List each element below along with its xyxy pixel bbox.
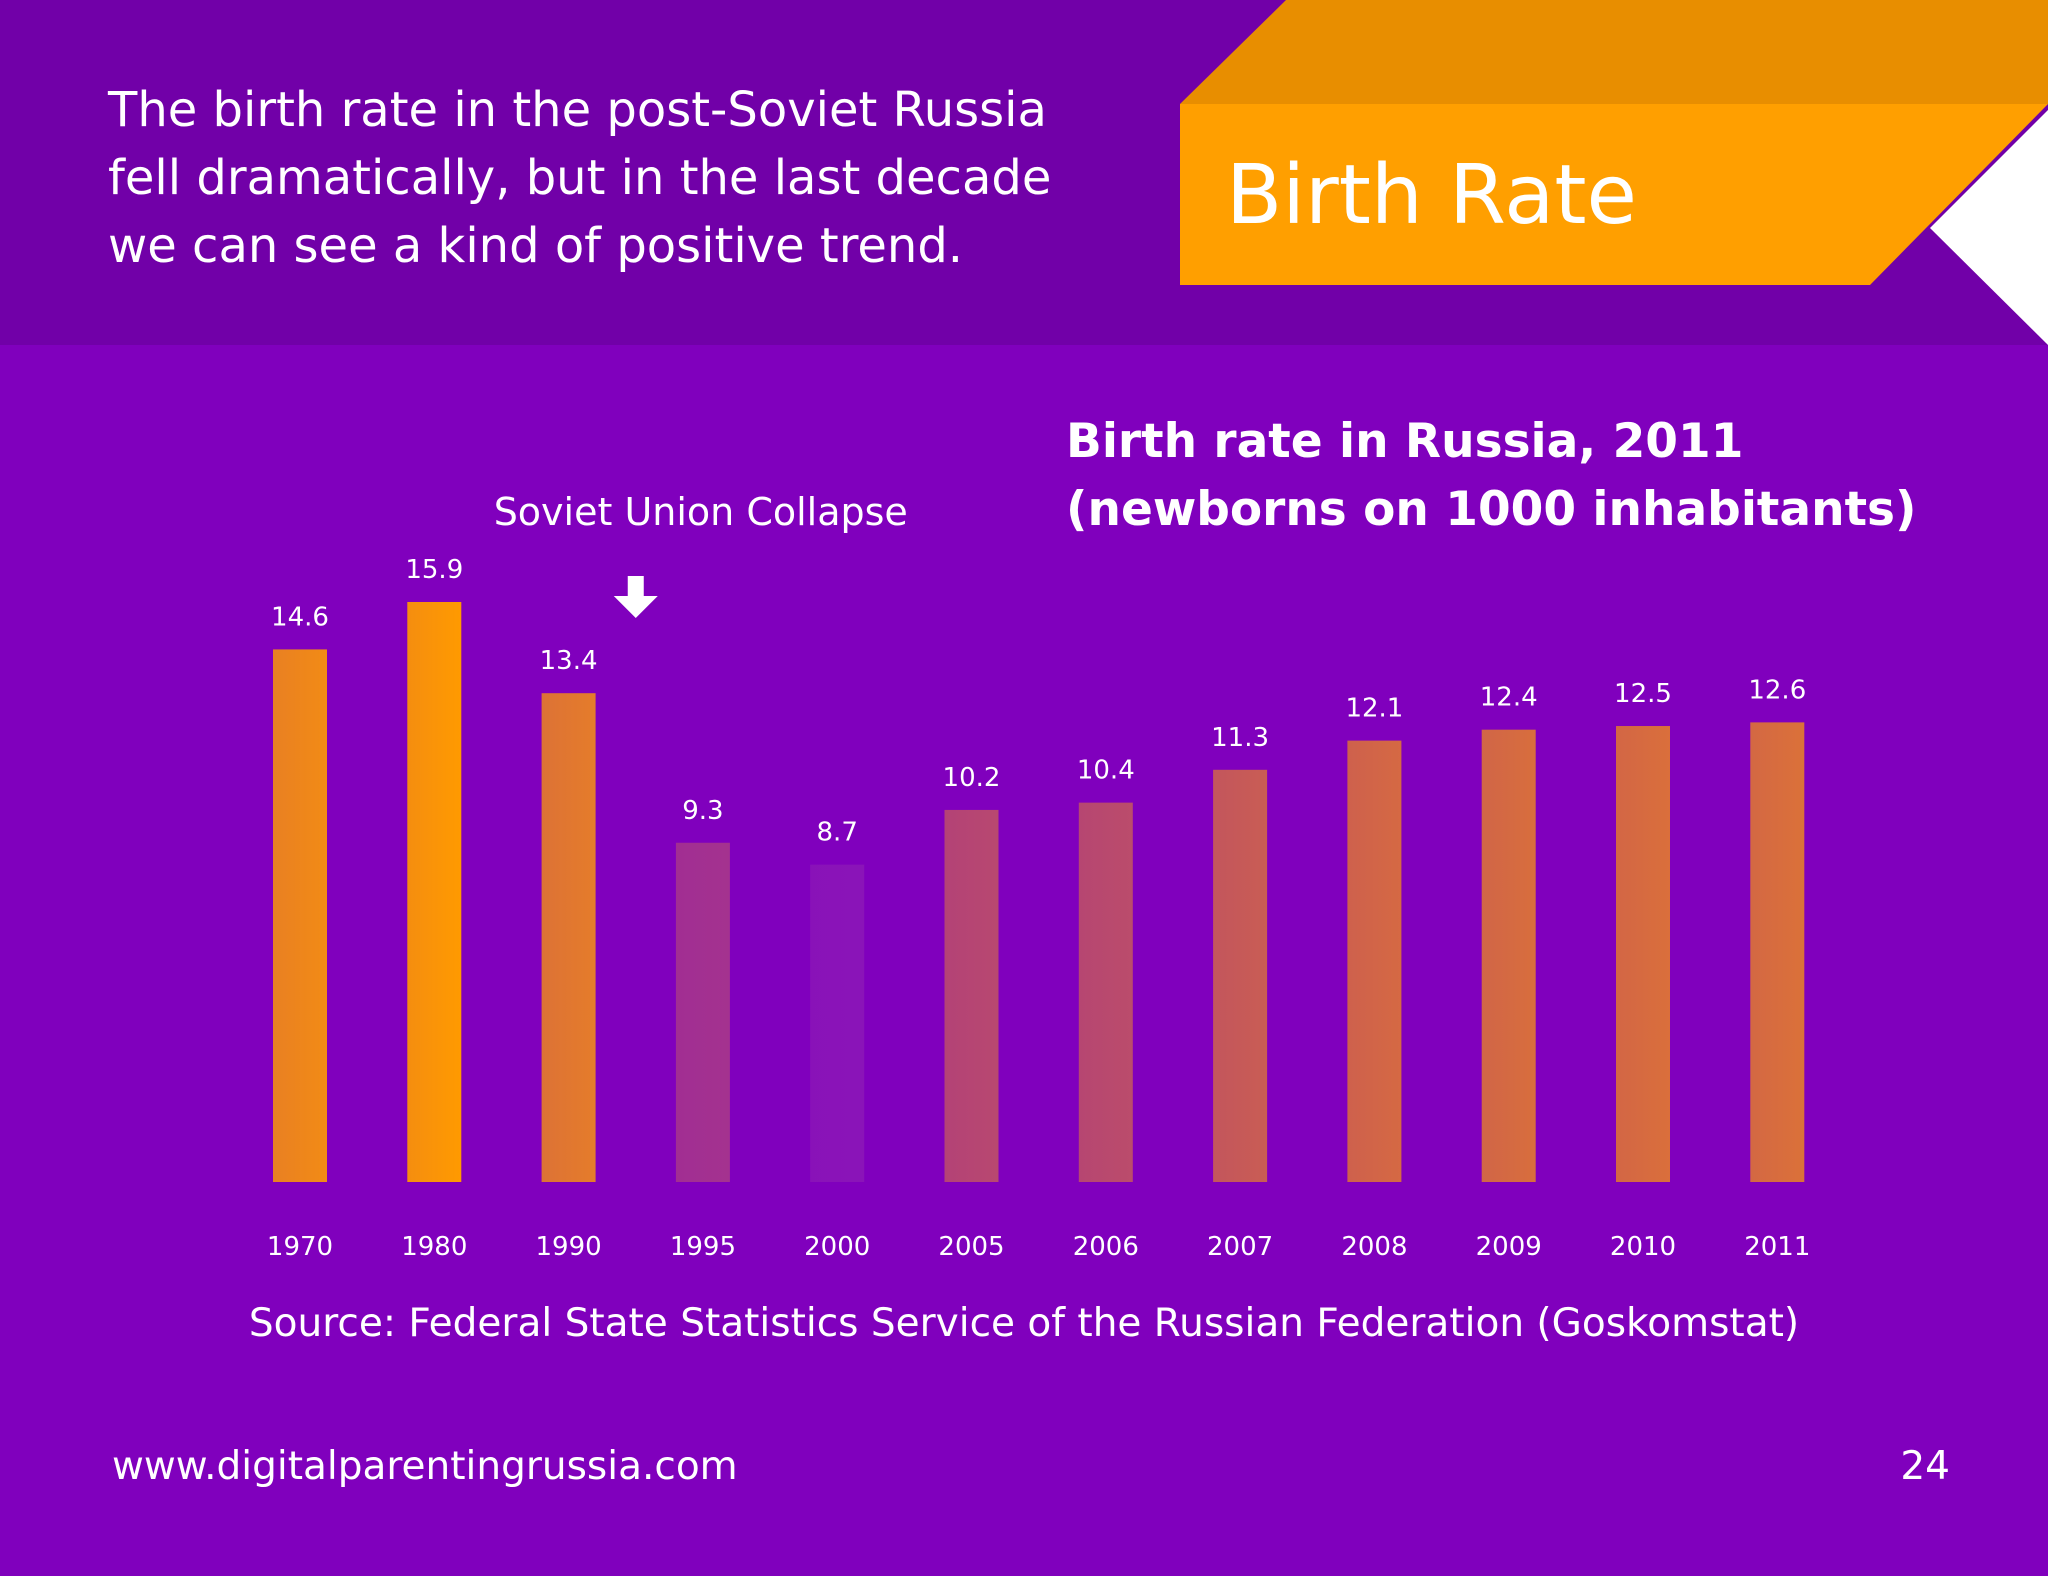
chart-title: Birth rate in Russia, 2011 (newborns on … — [1066, 414, 1917, 537]
value-label-2008: 12.1 — [1345, 694, 1403, 724]
bar-2007 — [1213, 769, 1268, 1182]
value-label-1990: 13.4 — [540, 646, 598, 676]
bar-2011 — [1750, 722, 1805, 1182]
bar-2005 — [944, 809, 999, 1182]
banner-shade — [1180, 0, 2048, 104]
tick-label-1970: 1970 — [267, 1232, 333, 1262]
bar-2009 — [1481, 729, 1536, 1182]
bar-2006 — [1078, 802, 1133, 1182]
bar-2010 — [1616, 726, 1670, 1182]
value-label-2011: 12.6 — [1748, 675, 1806, 705]
value-label-2006: 10.4 — [1077, 756, 1135, 786]
tick-label-1990: 1990 — [536, 1232, 602, 1262]
tick-label-2009: 2009 — [1476, 1232, 1542, 1262]
tick-label-2007: 2007 — [1207, 1232, 1273, 1262]
intro-text: The birth rate in the post-Soviet Russia… — [108, 82, 1052, 274]
annotation-group: Soviet Union Collapse — [494, 490, 908, 618]
banner-decoration — [1180, 0, 2048, 345]
tick-label-1980: 1980 — [401, 1232, 467, 1262]
website-link[interactable]: www.digitalparentingrussia.com — [112, 1444, 738, 1489]
tick-label-2010: 2010 — [1610, 1232, 1676, 1262]
arrow-down-icon — [613, 576, 658, 618]
tick-label-2006: 2006 — [1073, 1232, 1139, 1262]
bar-2008 — [1347, 740, 1402, 1182]
bars-group: 14.6 1970 15.9 1980 13.4 1990 9.3 1995 8.7 2000 10… — [267, 555, 1810, 1262]
tick-label-2005: 2005 — [938, 1232, 1004, 1262]
source-note: Source: Federal State Statistics Service… — [248, 1301, 1800, 1346]
bar-1990 — [541, 693, 596, 1182]
value-label-1995: 9.3 — [682, 796, 723, 826]
value-label-2005: 10.2 — [943, 763, 1001, 793]
value-label-2007: 11.3 — [1211, 723, 1269, 753]
value-label-2010: 12.5 — [1614, 679, 1672, 709]
banner-shape — [1180, 104, 2048, 285]
page-number: 24 — [1900, 1444, 1950, 1489]
value-label-1970: 14.6 — [271, 602, 329, 632]
tick-label-2000: 2000 — [804, 1232, 870, 1262]
value-label-2009: 12.4 — [1480, 683, 1538, 713]
tick-label-2011: 2011 — [1744, 1232, 1810, 1262]
banner-title: Birth Rate — [1226, 148, 1637, 243]
value-label-2000: 8.7 — [817, 818, 858, 848]
tick-label-1995: 1995 — [670, 1232, 736, 1262]
birth-rate-bar-chart: 14.6 1970 15.9 1980 13.4 1990 9.3 1995 8.7 2000 10… — [267, 490, 1810, 1262]
annotation-label: Soviet Union Collapse — [494, 490, 908, 534]
white-corner — [1930, 110, 2048, 345]
value-label-1980: 15.9 — [405, 555, 463, 585]
tick-label-2008: 2008 — [1341, 1232, 1407, 1262]
bar-1970 — [273, 649, 327, 1182]
bar-1995 — [675, 842, 730, 1182]
bar-2000 — [810, 864, 865, 1182]
bar-1980 — [407, 602, 462, 1182]
